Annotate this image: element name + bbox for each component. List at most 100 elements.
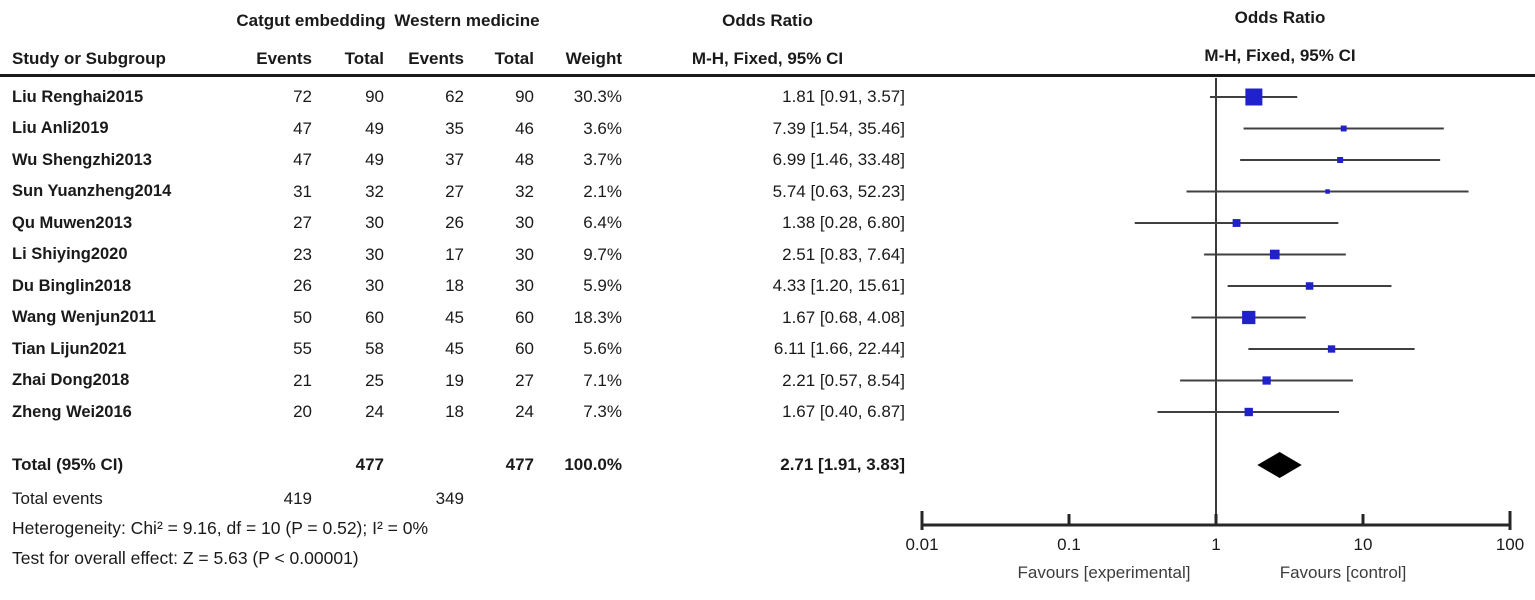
weight-value: 30.3% (573, 87, 622, 106)
total1-value: 49 (365, 150, 384, 169)
ci-text: 7.39 [1.54, 35.46] (772, 118, 905, 138)
or-square (1337, 157, 1344, 163)
weight-value: 2.1% (583, 181, 622, 201)
weight-value: 5.9% (583, 276, 622, 295)
events2-value: 19 (445, 370, 464, 390)
study-name: Du Binglin2018 (12, 276, 132, 295)
total2-value: 32 (515, 181, 534, 201)
events1-value: 50 (293, 307, 312, 327)
weight-value: 3.6% (583, 118, 622, 138)
total2-value: 30 (515, 276, 534, 295)
tick-label: 100 (1496, 535, 1524, 554)
table-row: Zhai Dong2018 21 25 19 27 7.1% 2.21 [0.57, 8.5… (12, 368, 905, 394)
or-square (1245, 88, 1263, 106)
study-name: Liu Anli2019 (12, 119, 109, 137)
events1-value: 47 (293, 150, 312, 169)
total-events-label: Total events (12, 489, 103, 508)
study-name: Li Shiying2020 (12, 245, 128, 263)
total2-value: 90 (515, 87, 534, 106)
total1-value: 24 (365, 402, 384, 421)
ci-text: 4.33 [1.20, 15.61] (772, 276, 905, 295)
col-study: Study or Subgroup (12, 49, 166, 68)
forest-plot-canvas: 0.01 0.1 1 10 100 Favours [experimental] Favou… (905, 78, 1524, 582)
table-column-header-row: Study or Subgroup Events Total Events To… (12, 46, 905, 72)
table-row: Liu Renghai2015 72 90 62 90 30.3% 1.81 [0.91, … (12, 84, 905, 110)
total-weight: 100.0% (564, 455, 622, 474)
col-total1: Total (344, 49, 384, 68)
header-divider-line (0, 74, 1535, 77)
total-ci-text: 2.71 [1.91, 3.83] (780, 455, 905, 474)
events1-value: 21 (293, 370, 312, 390)
events2-value: 45 (445, 307, 464, 327)
weight-value: 9.7% (583, 244, 622, 264)
table-row: Li Shiying2020 23 30 17 30 9.7% 2.51 [0.83, 7.… (12, 242, 905, 268)
or-title-table: Odds Ratio (722, 11, 813, 30)
col-total2: Total (494, 49, 534, 68)
total2-value: 46 (515, 118, 534, 138)
events1-value: 72 (293, 87, 312, 106)
or-title-plot: Odds Ratio (1234, 8, 1326, 27)
study-name: Tian Lijun2021 (12, 339, 127, 358)
ci-text: 1.67 [0.40, 6.87] (782, 402, 905, 421)
tick-label: 0.1 (1057, 535, 1081, 554)
ci-text: 5.74 [0.63, 52.23] (772, 181, 905, 201)
table-row: Wu Shengzhi2013 47 49 37 48 3.7% 6.99 [1.46, 3… (12, 147, 905, 173)
total2-value: 30 (515, 213, 534, 232)
total-events-row: Total events 419 349 (12, 486, 905, 512)
total1-value: 58 (365, 339, 384, 358)
table-group-header-row: Catgut embedding Western medicine Odds R… (12, 8, 905, 34)
study-name: Wang Wenjun2011 (12, 308, 156, 326)
weight-value: 18.3% (573, 307, 622, 327)
total-row: Total (95% CI) 477 477 100.0% 2.71 [1.91… (12, 452, 905, 478)
study-name: Wu Shengzhi2013 (12, 150, 152, 169)
tick-label: 1 (1211, 535, 1220, 554)
total2-value: 27 (515, 370, 534, 390)
or-square (1232, 219, 1241, 227)
ci-text: 1.67 [0.68, 4.08] (782, 307, 905, 327)
ci-text: 6.11 [1.66, 22.44] (773, 339, 905, 358)
or-square (1262, 376, 1271, 385)
col-or-method: M-H, Fixed, 95% CI (691, 49, 844, 68)
or-square (1242, 310, 1256, 325)
tick-label: 10 (1354, 535, 1373, 554)
table-row: Wang Wenjun2011 50 60 45 60 18.3% 1.67 [0.68, … (12, 305, 905, 331)
table-row: Zheng Wei2016 20 24 18 24 7.3% 1.67 [0.40, 6.8… (12, 399, 905, 425)
events1-value: 26 (293, 276, 312, 295)
events2-value: 35 (445, 118, 464, 138)
tick-label: 0.01 (905, 535, 938, 554)
group2-header: Western medicine (394, 11, 540, 30)
events2-value: 17 (445, 244, 464, 264)
table-row: Tian Lijun2021 55 58 45 60 5.6% 6.11 [1.66, 22… (12, 336, 905, 362)
table-row: Liu Anli2019 47 49 35 46 3.6% 7.39 [1.54, 35.4… (12, 116, 905, 142)
study-name: Liu Renghai2015 (12, 87, 144, 106)
events2-value: 18 (445, 402, 464, 421)
events2-value: 45 (445, 339, 464, 358)
total-label: Total (95% CI) (12, 455, 124, 474)
weight-value: 7.3% (583, 402, 622, 421)
study-name: Zhai Dong2018 (12, 371, 130, 389)
total-events1: 419 (283, 489, 312, 508)
total1-value: 60 (365, 307, 384, 327)
events1-value: 47 (293, 118, 312, 138)
weight-value: 3.7% (583, 150, 622, 169)
events1-value: 55 (293, 339, 312, 358)
total2-value: 60 (515, 339, 534, 358)
or-square (1327, 345, 1336, 353)
study-name: Sun Yuanzheng2014 (12, 182, 172, 200)
study-name: Zheng Wei2016 (12, 402, 132, 421)
total1-value: 90 (365, 87, 384, 106)
total1-value: 30 (365, 276, 384, 295)
ci-text: 2.51 [0.83, 7.64] (782, 244, 905, 264)
events1-value: 31 (293, 181, 312, 201)
ci-text: 1.81 [0.91, 3.57] (782, 87, 905, 106)
col-events1: Events (256, 49, 312, 68)
total-events2: 349 (435, 489, 464, 508)
col-weight: Weight (565, 49, 622, 68)
table-row: Sun Yuanzheng2014 31 32 27 32 2.1% 5.74 [0.63,… (12, 179, 905, 205)
total1-value: 49 (365, 118, 384, 138)
overall-effect-text: Test for overall effect: Z = 5.63 (P < 0… (12, 548, 359, 568)
table-row: Du Binglin2018 26 30 18 30 5.9% 4.33 [1.20, 15… (12, 273, 905, 299)
pooled-diamond (1257, 452, 1302, 478)
weight-value: 7.1% (583, 370, 622, 390)
